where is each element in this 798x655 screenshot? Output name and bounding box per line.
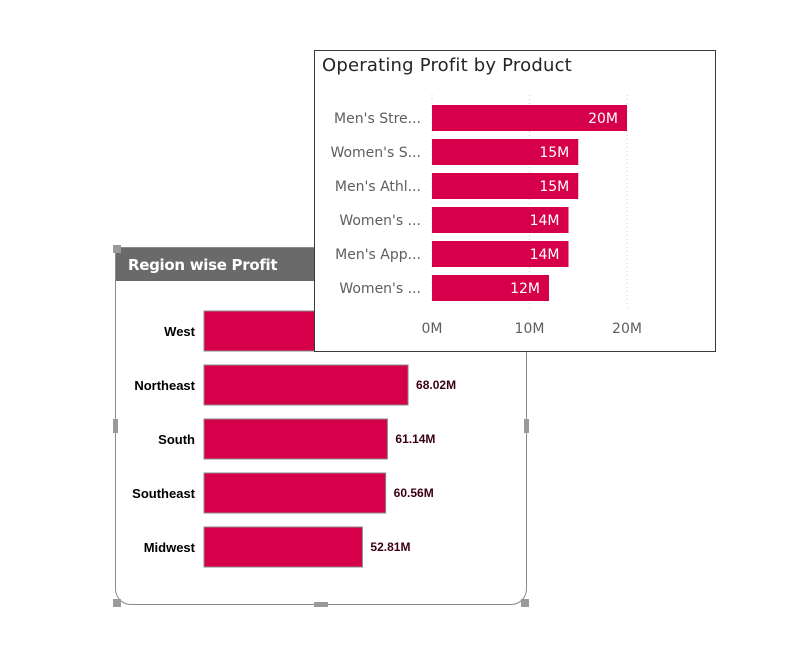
product-bar-3[interactable] <box>432 207 569 233</box>
region-value-label: 52.81M <box>370 540 410 554</box>
region-category-label: South <box>158 432 195 447</box>
region-bar-4[interactable] <box>203 526 363 568</box>
region-value-label: 68.02M <box>416 378 456 392</box>
product-value-label: 20M <box>588 111 618 127</box>
product-category-label: Women's S... <box>330 145 421 161</box>
region-bar-1[interactable] <box>203 364 409 406</box>
product-profit-visual[interactable]: Operating Profit by Product 0M 10M 20M Men'… <box>314 50 716 352</box>
product-profit-title: Operating Profit by Product <box>322 55 572 76</box>
product-bar-5[interactable] <box>432 275 549 301</box>
resize-handle-left[interactable] <box>113 419 118 433</box>
region-value-label: 61.14M <box>395 432 435 446</box>
resize-handle-bottom-right[interactable] <box>521 599 529 607</box>
product-value-label: 14M <box>530 247 560 263</box>
resize-handle-top-left[interactable] <box>113 245 121 253</box>
product-category-label: Women's ... <box>339 281 421 297</box>
region-profit-title: Region wise Profit <box>128 256 278 274</box>
resize-handle-bottom[interactable] <box>314 602 328 607</box>
product-value-label: 14M <box>530 213 560 229</box>
product-category-label: Men's App... <box>335 247 421 263</box>
product-x-tick-label: 10M <box>515 321 545 337</box>
region-value-label: 60.56M <box>394 486 434 500</box>
product-x-tick-label: 0M <box>422 321 443 337</box>
product-x-tick-label: 20M <box>612 321 642 337</box>
product-profit-chart: 0M 10M 20M Men's Stre... 20M Women's S... 15M M… <box>330 95 642 337</box>
product-category-label: Men's Athl... <box>335 179 421 195</box>
region-category-label: West <box>164 324 195 339</box>
product-value-label: 15M <box>539 145 569 161</box>
resize-handle-right[interactable] <box>524 419 529 433</box>
region-category-label: Midwest <box>144 540 196 555</box>
product-bar-4[interactable] <box>432 241 569 267</box>
region-bar-3[interactable] <box>203 472 387 514</box>
product-bar-0[interactable] <box>432 105 627 131</box>
product-value-label: 15M <box>539 179 569 195</box>
product-category-label: Women's ... <box>339 213 421 229</box>
region-category-label: Northeast <box>134 378 195 393</box>
region-category-label: Southeast <box>132 486 196 501</box>
region-bar-2[interactable] <box>203 418 388 460</box>
product-bar-2[interactable] <box>432 173 579 199</box>
product-value-label: 12M <box>510 281 540 297</box>
resize-handle-bottom-left[interactable] <box>113 599 121 607</box>
product-bar-1[interactable] <box>432 139 579 165</box>
product-category-label: Men's Stre... <box>334 111 421 127</box>
